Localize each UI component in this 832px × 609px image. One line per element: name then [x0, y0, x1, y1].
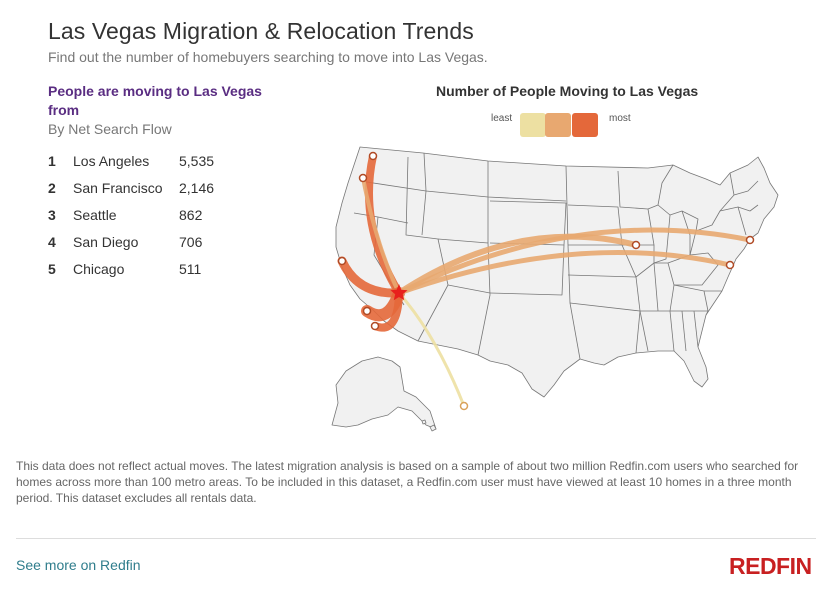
hawaii	[429, 424, 437, 432]
city-name: San Diego	[73, 233, 139, 250]
list-heading: People are moving to Las Vegas from	[48, 83, 262, 118]
list-item: 4 San Diego 706	[48, 228, 288, 255]
rank-number: 4	[48, 233, 56, 250]
search-flow-value: 511	[179, 260, 202, 277]
origin-dot	[725, 260, 735, 270]
us-migration-map[interactable]	[318, 135, 788, 440]
legend-least-label: least	[491, 113, 513, 124]
origin-dot	[358, 173, 368, 183]
flow-san-francisco	[337, 256, 404, 298]
flow-new-york	[396, 227, 753, 296]
hawaii-2	[421, 419, 427, 425]
origin-dot	[631, 240, 641, 250]
city-name: Seattle	[73, 206, 117, 223]
disclaimer-text: This data does not reflect actual moves.…	[16, 459, 799, 505]
search-flow-value: 2,146	[179, 179, 215, 196]
rank-number: 1	[48, 152, 56, 169]
us-mainland	[335, 146, 779, 398]
flow-washington	[396, 250, 733, 296]
list-item: 2 San Francisco 2,146	[48, 174, 288, 201]
flow-portland	[361, 176, 401, 295]
map-legend: least most	[490, 110, 650, 140]
list-subheading: By Net Search Flow	[48, 121, 172, 137]
star-icon	[390, 284, 408, 301]
city-name: San Francisco	[73, 179, 163, 196]
search-flow-value: 862	[179, 206, 203, 223]
search-flow-value: 5,535	[179, 152, 215, 169]
origin-dot	[337, 256, 347, 266]
page-title: Las Vegas Migration & Relocation Trends	[48, 18, 474, 44]
list-item: 5 Chicago 511	[48, 255, 288, 282]
city-name: Los Angeles	[73, 152, 150, 169]
redfin-logo: REDFIN	[729, 553, 812, 579]
search-flow-value: 706	[179, 233, 203, 250]
flow-chicago	[396, 233, 639, 296]
origin-dot	[370, 321, 380, 331]
origin-dot	[745, 235, 755, 245]
origin-markers	[337, 151, 755, 411]
rank-number: 2	[48, 179, 56, 196]
us-states-outline	[331, 146, 779, 432]
footer-divider	[16, 538, 816, 539]
rank-number: 3	[48, 206, 56, 223]
legend-swatch-most	[572, 113, 598, 137]
origin-dot	[459, 401, 469, 411]
origin-dot	[368, 151, 378, 161]
state-borders	[353, 152, 759, 360]
list-item: 3 Seattle 862	[48, 201, 288, 228]
rank-number: 5	[48, 260, 56, 277]
alaska	[331, 356, 437, 430]
ranking-list: 1 Los Angeles 5,535 2 San Francisco 2,14…	[48, 147, 288, 282]
map-title: Number of People Moving to Las Vegas	[436, 83, 699, 99]
page-subtitle: Find out the number of homebuyers search…	[48, 49, 488, 65]
flow-phoenix	[397, 291, 466, 408]
list-item: 1 Los Angeles 5,535	[48, 147, 288, 174]
legend-swatch-least	[520, 113, 546, 137]
las-vegas-marker	[390, 284, 408, 301]
legend-swatch-mid	[545, 113, 571, 137]
see-more-link[interactable]: See more on Redfin	[16, 557, 141, 573]
origin-dot	[362, 306, 372, 316]
city-name: Chicago	[73, 260, 125, 277]
legend-most-label: most	[609, 113, 631, 124]
